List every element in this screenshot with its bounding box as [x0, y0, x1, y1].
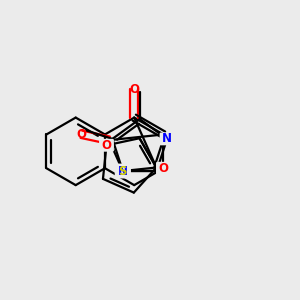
FancyBboxPatch shape	[160, 133, 175, 145]
Text: O: O	[76, 128, 86, 141]
FancyBboxPatch shape	[116, 165, 130, 177]
Text: O: O	[129, 83, 139, 96]
Text: O: O	[101, 139, 112, 152]
Text: O: O	[158, 162, 168, 175]
Text: N: N	[162, 132, 172, 146]
Text: N: N	[118, 164, 128, 178]
FancyBboxPatch shape	[156, 162, 171, 175]
Text: S: S	[118, 164, 127, 178]
FancyBboxPatch shape	[99, 139, 114, 152]
FancyBboxPatch shape	[115, 164, 131, 178]
